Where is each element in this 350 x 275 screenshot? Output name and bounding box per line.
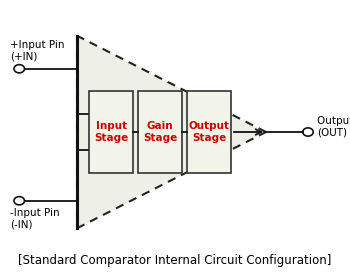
Text: Gain
Stage: Gain Stage (143, 121, 177, 143)
Text: Output
Stage: Output Stage (189, 121, 230, 143)
Bar (138, 91, 182, 173)
Text: +Input Pin
(+IN): +Input Pin (+IN) (10, 40, 65, 62)
Text: [Standard Comparator Internal Circuit Configuration]: [Standard Comparator Internal Circuit Co… (18, 254, 332, 267)
Text: Output Pin
(OUT): Output Pin (OUT) (317, 116, 350, 137)
Polygon shape (77, 36, 266, 228)
Bar (89, 91, 133, 173)
Bar (187, 91, 231, 173)
Text: -Input Pin
(-IN): -Input Pin (-IN) (10, 208, 60, 229)
Text: Input
Stage: Input Stage (94, 121, 128, 143)
